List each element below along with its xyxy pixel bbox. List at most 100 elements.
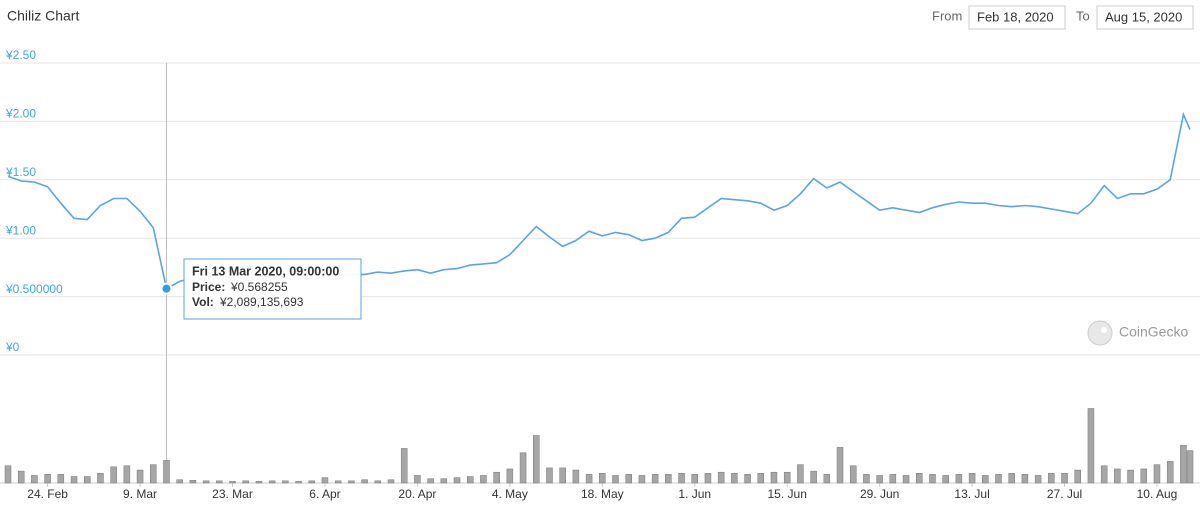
x-tick-label: 20. Apr (398, 487, 436, 501)
volume-bar (480, 475, 487, 484)
volume-bar (546, 467, 553, 484)
watermark: CoinGecko (1087, 320, 1188, 346)
to-label: To (1076, 8, 1090, 23)
volume-bar (995, 474, 1002, 484)
volume-bar (493, 471, 500, 484)
x-tick-label: 27. Jul (1047, 487, 1082, 501)
volume-bar (836, 447, 844, 484)
volume-bar (1127, 469, 1134, 484)
volume-bar (757, 473, 765, 484)
volume-bar (110, 466, 117, 484)
y-tick-label: ¥1.50 (5, 165, 36, 179)
watermark-icon (1087, 320, 1113, 346)
volume-bar (968, 473, 976, 484)
y-tick-label: ¥0 (5, 340, 20, 354)
volume-bar (31, 475, 38, 484)
volume-bar (1114, 468, 1121, 484)
volume-bar (1008, 473, 1015, 484)
x-tick-label: 13. Jul (954, 487, 989, 501)
volume-bar (665, 474, 672, 484)
volume-bar (942, 475, 949, 484)
x-tick-label: 1. Jun (678, 487, 711, 501)
watermark-eye (1101, 327, 1107, 333)
volume-bar (863, 474, 870, 484)
volume-bar (519, 452, 527, 484)
volume-bar (744, 474, 751, 484)
volume-bar (163, 460, 170, 484)
volume-bar (4, 465, 12, 484)
volume-bar (678, 473, 685, 484)
volume-bar (929, 474, 936, 484)
tooltip: Fri 13 Mar 2020, 09:00:00 Price: ¥0.568255… (183, 258, 362, 320)
volume-bar (1087, 408, 1095, 484)
volume-bar (427, 478, 434, 484)
volume-bar (651, 474, 659, 484)
volume-bar (982, 475, 989, 484)
volume-bar (691, 474, 698, 484)
volume-bar (70, 476, 78, 484)
y-tick-label: ¥0.500000 (5, 282, 63, 296)
volume-bar (1048, 473, 1055, 484)
volume-bar (625, 474, 632, 484)
volume-bar (348, 480, 355, 484)
to-input[interactable] (1096, 5, 1194, 30)
volume-bar (97, 473, 104, 484)
volume-bar (1166, 461, 1174, 484)
x-tick-label: 6. Apr (309, 487, 340, 501)
volume-bar (44, 474, 51, 484)
tooltip-box (183, 258, 362, 320)
volume-bar (955, 474, 963, 484)
volume-bar (1186, 450, 1194, 484)
volume-bar (361, 479, 368, 484)
volume-bar (123, 465, 131, 484)
volume-bar (295, 481, 302, 484)
x-tick-label: 18. May (581, 487, 624, 501)
volume-bar (916, 473, 923, 484)
volume-bar (466, 476, 474, 484)
volume-bar (453, 477, 461, 484)
volume-bar (902, 475, 910, 484)
volume-bar (533, 435, 540, 484)
volume-bar (321, 477, 329, 484)
volume-bar (1061, 473, 1068, 484)
y-tick-label: ¥2.00 (5, 107, 36, 121)
y-tick-label: ¥1.00 (5, 223, 36, 237)
volume-bar (1021, 474, 1029, 484)
tooltip-price: ¥0.568255 (230, 280, 288, 294)
volume-bar (506, 468, 514, 484)
volume-bar (17, 470, 25, 484)
volume-bar (585, 474, 593, 484)
volume-bar (876, 475, 883, 484)
volume-bar (374, 480, 382, 484)
volume-bar (1034, 475, 1042, 484)
y-tick-label: ¥2.50 (5, 48, 36, 62)
volume-bar (202, 480, 210, 484)
x-tick-label: 4. May (492, 487, 528, 501)
volume-bar (57, 474, 65, 484)
volume-bar (1153, 464, 1161, 484)
volume-bar (770, 471, 778, 484)
volume-bar (242, 480, 249, 484)
to-date: Aug 15, 2020 (1105, 9, 1182, 24)
volume-bar (440, 478, 448, 484)
x-tick-label: 24. Feb (27, 487, 68, 501)
volume-bar (189, 480, 197, 484)
volume-bar (334, 480, 342, 484)
volume-bar (731, 473, 738, 484)
volume-bar (400, 448, 408, 484)
volume-bar (229, 481, 236, 484)
volume-bar (255, 481, 263, 484)
volume-bar (559, 467, 566, 484)
volume-bar (810, 470, 817, 484)
volume-bar (282, 480, 289, 484)
volume-bar (823, 474, 831, 484)
highlight-point (160, 282, 173, 295)
from-input[interactable] (968, 5, 1066, 30)
volume-bar (612, 475, 619, 484)
volume-bar (216, 480, 223, 484)
tooltip-vol-label: Vol: (192, 295, 214, 309)
volume-bar (638, 475, 646, 484)
volume-bar (1074, 469, 1081, 484)
tooltip-price-label: Price: (192, 280, 225, 294)
